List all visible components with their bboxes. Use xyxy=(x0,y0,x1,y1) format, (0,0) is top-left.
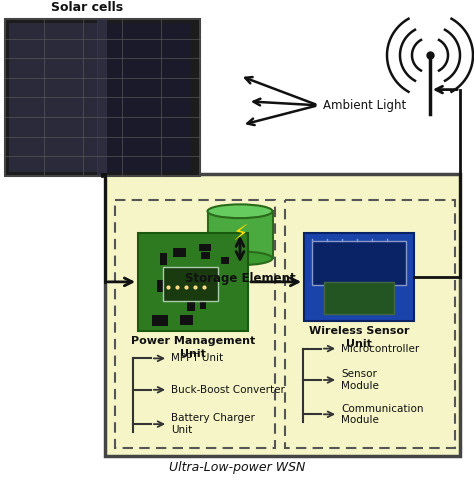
Text: Solar cells: Solar cells xyxy=(52,1,124,14)
Bar xyxy=(169,293,178,302)
Text: Communication
Module: Communication Module xyxy=(341,403,423,425)
Bar xyxy=(187,302,195,311)
Bar xyxy=(173,282,184,289)
Bar xyxy=(160,253,167,265)
Bar xyxy=(285,201,455,448)
Bar xyxy=(200,296,206,309)
Bar xyxy=(138,233,248,331)
Bar xyxy=(324,282,394,314)
Text: Battery Charger
Unit: Battery Charger Unit xyxy=(171,414,255,435)
Text: Ultra-Low-power WSN: Ultra-Low-power WSN xyxy=(169,461,305,474)
Bar xyxy=(173,248,186,257)
Bar xyxy=(105,23,190,172)
Bar xyxy=(5,19,200,176)
Bar xyxy=(9,23,98,172)
Bar xyxy=(208,211,273,258)
Text: ⚡: ⚡ xyxy=(232,225,248,245)
Bar xyxy=(163,267,218,302)
Text: MPPT Unit: MPPT Unit xyxy=(171,353,223,363)
Bar xyxy=(180,315,193,325)
Bar xyxy=(221,257,229,264)
Bar xyxy=(115,201,275,448)
Text: Sensor
Module: Sensor Module xyxy=(341,369,379,391)
Text: Power Management
Unit: Power Management Unit xyxy=(131,336,255,359)
Text: Ambient Light: Ambient Light xyxy=(323,99,406,112)
Bar xyxy=(105,174,460,456)
Text: Storage Element: Storage Element xyxy=(185,272,295,285)
Ellipse shape xyxy=(208,252,273,265)
Bar xyxy=(152,315,167,326)
Bar xyxy=(200,244,211,251)
Ellipse shape xyxy=(208,204,273,218)
Bar xyxy=(201,252,210,259)
Bar xyxy=(157,280,164,292)
Text: Wireless Sensor
Unit: Wireless Sensor Unit xyxy=(309,326,409,349)
Text: Buck-Boost Converter: Buck-Boost Converter xyxy=(171,385,285,395)
Bar xyxy=(304,233,414,321)
Bar xyxy=(312,241,406,285)
Bar xyxy=(97,19,107,176)
Text: Microcontroller: Microcontroller xyxy=(341,344,419,354)
